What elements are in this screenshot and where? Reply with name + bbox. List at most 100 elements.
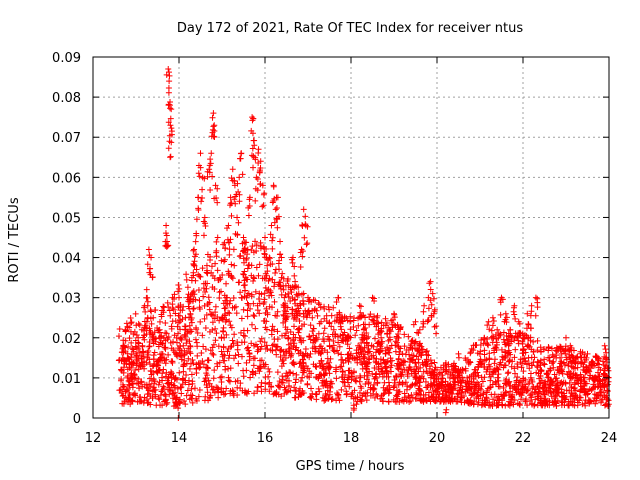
data-point (222, 245, 229, 252)
data-point (203, 285, 210, 292)
data-point (553, 400, 560, 407)
data-point (147, 383, 154, 390)
data-point (251, 142, 258, 149)
data-point (174, 323, 181, 330)
data-point (338, 351, 345, 358)
data-point (143, 294, 150, 301)
data-point (162, 360, 169, 367)
data-point (179, 316, 186, 323)
data-point (257, 357, 264, 364)
data-point (216, 289, 223, 296)
data-point (520, 377, 527, 384)
data-point (208, 311, 215, 318)
data-point (241, 333, 248, 340)
data-point (209, 350, 216, 357)
data-point (175, 288, 182, 295)
data-point (565, 368, 572, 375)
data-point (266, 292, 273, 299)
data-point (195, 170, 202, 177)
data-point (338, 363, 345, 370)
data-point (238, 294, 245, 301)
data-point (559, 399, 566, 406)
data-point (120, 400, 127, 407)
data-point (559, 381, 566, 388)
data-point (308, 385, 315, 392)
data-point (472, 387, 479, 394)
data-point (545, 389, 552, 396)
data-point (486, 350, 493, 357)
data-point (502, 380, 509, 387)
data-point (328, 396, 335, 403)
data-point (235, 351, 242, 358)
data-point (279, 379, 286, 386)
data-point (362, 393, 369, 400)
data-point (251, 390, 258, 397)
data-point (516, 379, 523, 386)
data-point (382, 350, 389, 357)
data-point (462, 367, 469, 374)
data-point (172, 374, 179, 381)
data-point (477, 386, 484, 393)
data-point (297, 377, 304, 384)
data-point (204, 251, 211, 258)
data-point (290, 342, 297, 349)
y-tick-label: 0.08 (52, 91, 81, 106)
data-point (371, 364, 378, 371)
data-point (222, 304, 229, 311)
data-point (204, 301, 211, 308)
data-point (214, 234, 221, 241)
data-point (500, 336, 507, 343)
data-point (384, 330, 391, 337)
data-point (300, 206, 307, 213)
data-point (221, 256, 228, 263)
data-point (190, 247, 197, 254)
data-point (532, 294, 539, 301)
data-point (227, 344, 234, 351)
data-point (527, 370, 534, 377)
data-point (167, 312, 174, 319)
data-point (219, 328, 226, 335)
data-point (125, 356, 132, 363)
data-point (525, 380, 532, 387)
data-point (269, 245, 276, 252)
data-point (595, 361, 602, 368)
data-point (204, 372, 211, 379)
x-tick-label: 20 (429, 431, 446, 446)
data-point (279, 270, 286, 277)
data-point (350, 314, 357, 321)
data-point (320, 336, 327, 343)
data-point (553, 375, 560, 382)
data-point (522, 384, 529, 391)
data-point (342, 383, 349, 390)
data-point (197, 273, 204, 280)
data-point (218, 257, 225, 264)
data-point (212, 325, 219, 332)
data-point (208, 150, 215, 157)
data-point (272, 270, 279, 277)
data-point (408, 391, 415, 398)
data-point (415, 377, 422, 384)
data-point (142, 308, 149, 315)
data-point (490, 396, 497, 403)
data-point (237, 329, 244, 336)
data-point (395, 366, 402, 373)
data-point (316, 301, 323, 308)
data-point (127, 401, 134, 408)
data-point (416, 340, 423, 347)
data-point (363, 397, 370, 404)
data-point (224, 348, 231, 355)
data-point (133, 332, 140, 339)
data-point (185, 355, 192, 362)
data-point (147, 375, 154, 382)
data-point (277, 347, 284, 354)
data-point (124, 374, 131, 381)
data-point (173, 351, 180, 358)
data-point (248, 272, 255, 279)
data-point (227, 365, 234, 372)
data-point (470, 342, 477, 349)
data-point (316, 320, 323, 327)
data-point (589, 385, 596, 392)
data-point (287, 328, 294, 335)
data-point (525, 342, 532, 349)
data-point (532, 396, 539, 403)
